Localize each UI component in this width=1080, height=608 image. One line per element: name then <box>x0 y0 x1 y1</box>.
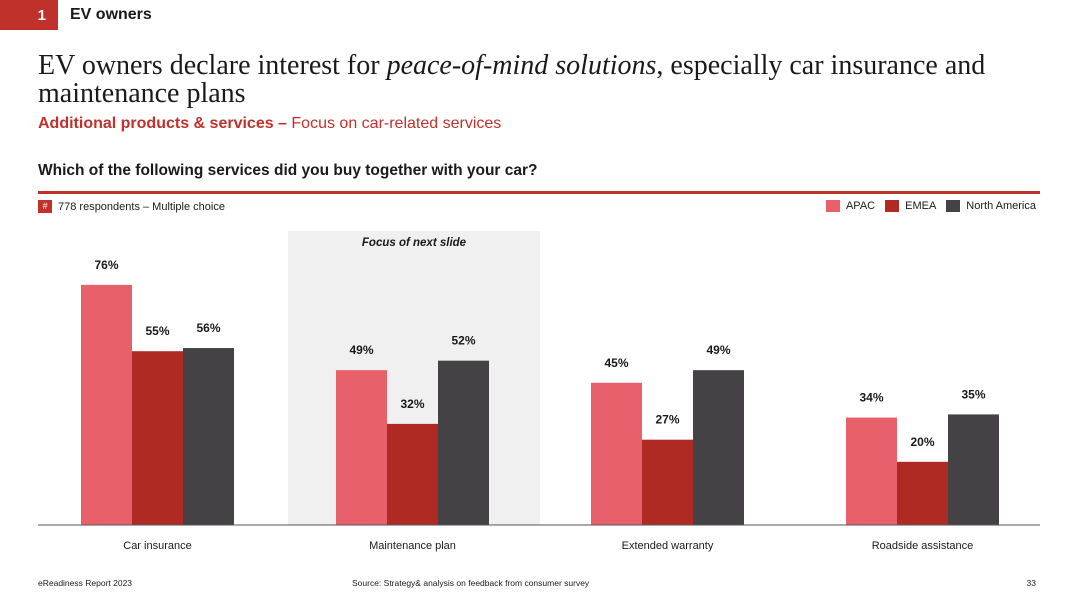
highlight-label: Focus of next slide <box>362 237 467 249</box>
section-number: 1 <box>37 6 46 24</box>
page-title-part2: , especially car insurance and maintenan… <box>38 50 986 109</box>
page-subtitle: Additional products & services – Focus o… <box>38 115 501 133</box>
data-label: 35% <box>961 387 985 401</box>
legend-swatch-emea <box>885 200 900 212</box>
legend-item-north-america: North America <box>946 200 1036 212</box>
bar-maintenance-plan-apac <box>336 370 387 525</box>
bar-car-insurance-emea <box>132 351 183 525</box>
legend-swatch-apac <box>825 200 840 212</box>
category-label: Maintenance plan <box>369 540 456 552</box>
bar-roadside-assistance-north-america <box>948 414 999 525</box>
legend-item-emea: EMEA <box>885 200 936 212</box>
survey-question: Which of the following services did you … <box>38 162 538 179</box>
data-label: 55% <box>145 324 169 338</box>
footer-report: eReadiness Report 2023 <box>38 578 133 588</box>
bar-extended-warranty-north-america <box>693 370 744 525</box>
subtitle-normal: Focus on car-related services <box>291 115 502 132</box>
respondents-text: 778 respondents – Multiple choice <box>58 200 225 213</box>
bar-extended-warranty-emea <box>642 439 693 525</box>
bar-maintenance-plan-north-america <box>438 360 489 525</box>
page-title-emphasis: peace-of-mind solutions <box>386 50 657 81</box>
section-label: EV owners <box>70 6 152 23</box>
divider-rule <box>38 191 1040 194</box>
data-label: 45% <box>604 356 628 370</box>
data-label: 49% <box>349 343 373 357</box>
category-label: Car insurance <box>123 540 191 552</box>
legend-swatch-north-america <box>946 200 961 212</box>
data-label: 56% <box>196 321 220 335</box>
data-label: 76% <box>94 258 118 272</box>
footer-page-number: 33 <box>1026 578 1036 588</box>
bar-roadside-assistance-emea <box>897 461 948 525</box>
data-label: 49% <box>706 343 730 357</box>
page-title: EV owners declare interest for peace-of-… <box>38 52 1048 108</box>
data-label: 34% <box>859 391 883 405</box>
footer-source: Source: Strategy& analysis on feedback f… <box>352 578 590 588</box>
legend-label-apac: APAC <box>845 200 876 212</box>
subtitle-bold: Additional products & services – <box>38 115 292 132</box>
bar-roadside-assistance-apac <box>846 417 897 525</box>
respondents-note: # 778 respondents – Multiple choice <box>38 200 225 213</box>
hash-icon: # <box>38 200 52 213</box>
category-label: Extended warranty <box>622 540 714 552</box>
page-title-part1: EV owners declare interest for <box>38 50 387 81</box>
bar-extended-warranty-apac <box>591 382 642 525</box>
legend-label-emea: EMEA <box>905 200 937 212</box>
section-number-tab: 1 <box>0 0 58 30</box>
bar-car-insurance-north-america <box>183 348 234 525</box>
category-label: Roadside assistance <box>872 540 974 552</box>
chart-legend: APAC EMEA North America <box>816 200 1036 212</box>
bar-maintenance-plan-emea <box>387 423 438 525</box>
data-label: 52% <box>451 334 475 348</box>
data-label: 32% <box>400 397 424 411</box>
legend-item-apac: APAC <box>825 200 876 212</box>
data-label: 20% <box>910 435 934 449</box>
bar-car-insurance-apac <box>81 284 132 525</box>
data-label: 27% <box>655 413 679 427</box>
legend-label-north-america: North America <box>966 200 1036 212</box>
